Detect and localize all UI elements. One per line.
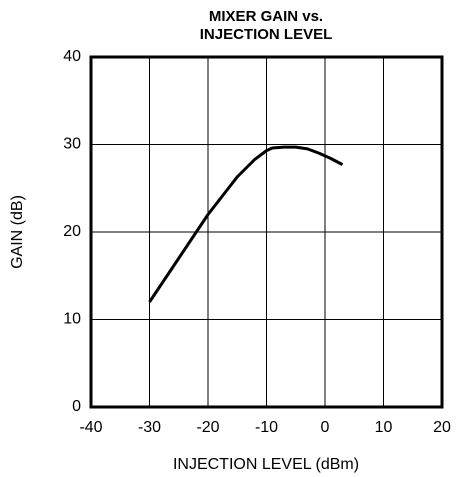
plot-frame [89, 55, 444, 409]
x-tick-label: -20 [196, 419, 219, 436]
x-tick-label: -30 [138, 419, 161, 436]
x-tick-label: 10 [375, 419, 393, 436]
y-tick-label: 40 [63, 48, 81, 65]
y-tick-label: 20 [63, 223, 81, 240]
y-axis-label: GAIN (dB) [9, 195, 26, 269]
x-tick-label: 0 [321, 419, 330, 436]
x-tick-label: -40 [79, 419, 102, 436]
y-tick-label: 10 [63, 311, 81, 328]
x-axis-label: INJECTION LEVEL (dBm) [173, 456, 359, 473]
chart-title: INJECTION LEVEL [200, 26, 333, 43]
y-tick-label: 30 [63, 136, 81, 153]
data-line [148, 145, 344, 303]
x-tick-label: -10 [255, 419, 278, 436]
chart-title: MIXER GAIN vs. [209, 8, 323, 25]
y-tick-label: 0 [72, 398, 81, 415]
x-tick-label: 20 [433, 419, 451, 436]
